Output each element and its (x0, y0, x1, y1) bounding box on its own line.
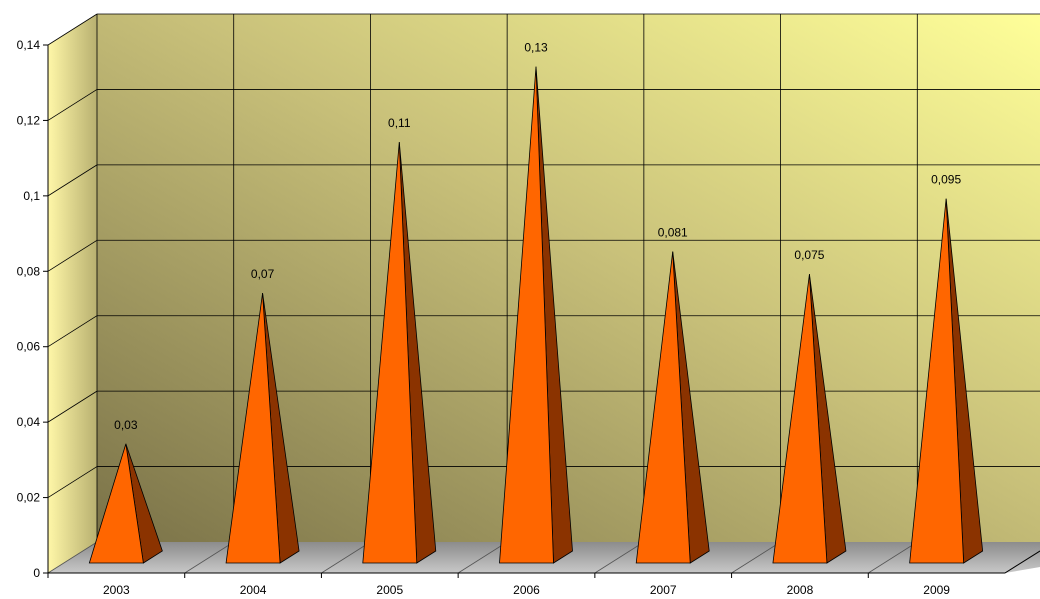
y-tick-label: 0,1 (23, 189, 40, 203)
y-axis-tick-labels: 0 0,02 0,04 0,06 0,08 0,1 0,12 0,14 (17, 38, 48, 580)
pyramid-series (88, 66, 984, 564)
gridline-side (47, 13, 98, 46)
y-tick-label: 0,12 (17, 113, 41, 127)
floor-divider (731, 541, 781, 574)
data-label: 0,11 (388, 116, 411, 130)
pyramid-front-face (909, 198, 965, 564)
x-tick-label: 2008 (787, 583, 814, 597)
y-tick-label: 0,04 (17, 415, 41, 429)
floor-divider (321, 541, 371, 574)
gridline-side (47, 239, 98, 272)
x-tick-label: 2009 (923, 583, 950, 597)
x-axis-tick-labels: 2003 2004 2005 2006 2007 2008 2009 (47, 573, 950, 597)
x-tick-label: 2006 (513, 583, 540, 597)
pyramid-front-face (499, 66, 554, 564)
gridline-side (47, 89, 98, 121)
data-label: 0,13 (524, 41, 548, 55)
x-tick-label: 2003 (103, 583, 130, 597)
pyramid-2009 (909, 198, 984, 564)
gridline-side (47, 466, 98, 498)
floor-divider (47, 541, 98, 574)
y-tick-label: 0,02 (17, 491, 41, 505)
gridline-side (47, 390, 98, 423)
pyramid-front-face (225, 292, 281, 564)
pyramid-2003 (88, 443, 163, 564)
floor-divider (184, 541, 234, 574)
back-wall (97, 14, 1040, 542)
y-tick-label: 0,06 (17, 340, 41, 354)
side-wall (48, 14, 97, 573)
x-tick-label: 2004 (240, 583, 267, 597)
y-tick-label: 0 (33, 566, 40, 580)
pyramid-2008 (772, 274, 847, 564)
pyramid-2004 (225, 292, 300, 564)
floor-divider (457, 541, 508, 574)
floor-divider (868, 541, 918, 574)
floor-divider (594, 541, 645, 574)
data-label: 0,075 (794, 248, 824, 262)
data-label: 0,07 (251, 267, 275, 281)
pyramid-2006 (499, 66, 573, 564)
x-tick-label: 2007 (650, 583, 677, 597)
pyramid-front-face (362, 142, 418, 564)
pyramid-front-face (88, 443, 144, 564)
data-labels: 0,03 0,07 0,11 0,13 0,081 0,075 0,095 (114, 41, 961, 432)
data-label: 0,081 (658, 226, 688, 240)
gridline-side (47, 164, 98, 197)
x-tick-label: 2005 (376, 583, 403, 597)
pyramid-front-face (772, 274, 828, 564)
data-label: 0,03 (114, 418, 138, 432)
gridline-side (47, 315, 98, 348)
pyramid-2005 (362, 142, 437, 564)
pyramid-front-face (635, 251, 691, 564)
axes (47, 45, 1040, 574)
x-axis-end (1004, 550, 1040, 574)
pyramid-2007 (635, 251, 710, 564)
y-tick-label: 0,14 (17, 38, 41, 52)
data-label: 0,095 (931, 173, 961, 187)
y-tick-label: 0,08 (17, 264, 41, 278)
